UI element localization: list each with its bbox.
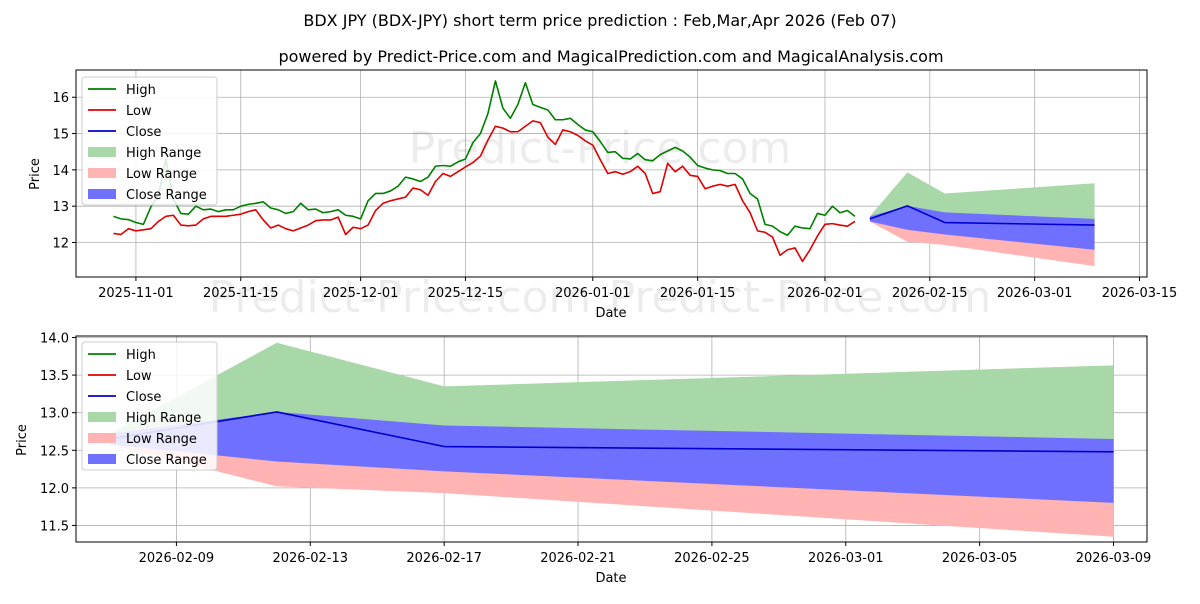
legend-low-label: Low [126, 369, 152, 384]
x-tick-label: 2025-11-15 [203, 286, 279, 301]
top-range-areas [869, 172, 1095, 267]
x-tick-label: 2026-03-09 [1076, 551, 1152, 566]
x-tick-label: 2026-02-15 [892, 286, 968, 301]
legend-low-label: Low [126, 104, 152, 119]
x-tick-label: 2026-03-01 [808, 551, 884, 566]
chart-subtitle: powered by Predict-Price.com and Magical… [278, 47, 943, 66]
x-tick-label: 2026-02-01 [787, 286, 863, 301]
y-tick-label: 15 [52, 128, 69, 143]
top-ylabel: Price [28, 158, 43, 190]
x-tick-label: 2026-02-13 [272, 551, 348, 566]
x-tick-label: 2026-02-25 [674, 551, 750, 566]
x-tick-label: 2025-11-01 [98, 286, 174, 301]
x-tick-label: 2025-12-01 [323, 286, 399, 301]
legend-high-range-swatch [88, 147, 116, 157]
legend-low-range-swatch [88, 433, 116, 443]
legend-low-range-swatch [88, 168, 116, 178]
x-tick-label: 2026-02-21 [540, 551, 616, 566]
bottom-ylabel: Price [15, 424, 30, 456]
bottom-legend: High Low Close High Range Low Range Close Ran… [81, 341, 218, 471]
legend-high-label: High [126, 83, 156, 98]
top-grid [76, 70, 1147, 277]
top-series-lines [113, 80, 1095, 263]
chart-title: BDX JPY (BDX-JPY) short term price predi… [303, 11, 896, 30]
close-series-line [869, 205, 1095, 226]
legend-low-range-label: Low Range [126, 167, 197, 182]
x-tick-label: 2026-03-01 [997, 286, 1073, 301]
bottom-panel: Predict-Price.com Predict-Price.com Pred… [15, 272, 1151, 586]
legend-close-range-label: Close Range [126, 453, 207, 468]
top-legend: High Low Close High Range Low Range Close Ran… [81, 76, 218, 206]
watermark: Predict-Price.com [409, 123, 792, 174]
y-tick-label: 13 [52, 200, 69, 215]
y-tick-label: 14 [52, 164, 69, 179]
legend-close-range-label: Close Range [126, 188, 207, 203]
y-tick-label: 11.5 [40, 519, 69, 534]
close-range-area [869, 205, 1095, 250]
high-series-line [113, 80, 856, 237]
y-tick-label: 13.0 [40, 407, 69, 422]
y-tick-label: 16 [52, 91, 69, 106]
legend-low-range-label: Low Range [126, 432, 197, 447]
y-tick-label: 12 [52, 237, 69, 252]
top-axis-ticks: 2025-11-01 2025-11-15 2025-12-01 2025-12-15… [52, 91, 1177, 301]
x-tick-label: 2026-02-17 [406, 551, 482, 566]
x-tick-label: 2026-01-15 [660, 286, 736, 301]
top-watermarks: Predict-Price.com [409, 123, 792, 174]
y-tick-label: 12.5 [40, 444, 69, 459]
x-tick-label: 2026-02-09 [139, 551, 215, 566]
legend-close-label: Close [126, 125, 161, 140]
bottom-axis-ticks: 2026-02-09 2026-02-13 2026-02-17 2026-02-21… [40, 332, 1151, 567]
watermark: Predict-Price.com [209, 272, 592, 323]
top-xlabel: Date [595, 306, 626, 321]
close-range-area [109, 411, 1114, 503]
x-tick-label: 2026-03-15 [1102, 286, 1178, 301]
y-tick-label: 14.0 [40, 332, 69, 347]
top-panel: Predict-Price.com 2025-11-01 2025-11-15 20… [28, 69, 1177, 321]
legend-high-range-label: High Range [126, 146, 201, 161]
legend-high-label: High [126, 348, 156, 363]
bottom-xlabel: Date [595, 571, 626, 586]
legend-high-range-swatch [88, 412, 116, 422]
top-plot-frame [75, 69, 1148, 278]
legend-close-range-swatch [88, 189, 116, 199]
x-tick-label: 2025-12-15 [428, 286, 504, 301]
watermark: Predict-Price.com [609, 272, 992, 323]
legend-close-range-swatch [88, 454, 116, 464]
bottom-range-areas [109, 342, 1114, 537]
legend-close-label: Close [126, 390, 161, 405]
x-tick-label: 2026-03-05 [942, 551, 1018, 566]
y-tick-label: 13.5 [40, 369, 69, 384]
low-series-line [113, 120, 856, 263]
bottom-plot-frame [75, 335, 1148, 543]
y-tick-label: 12.0 [40, 482, 69, 497]
legend-high-range-label: High Range [126, 411, 201, 426]
x-tick-label: 2026-01-01 [555, 286, 631, 301]
